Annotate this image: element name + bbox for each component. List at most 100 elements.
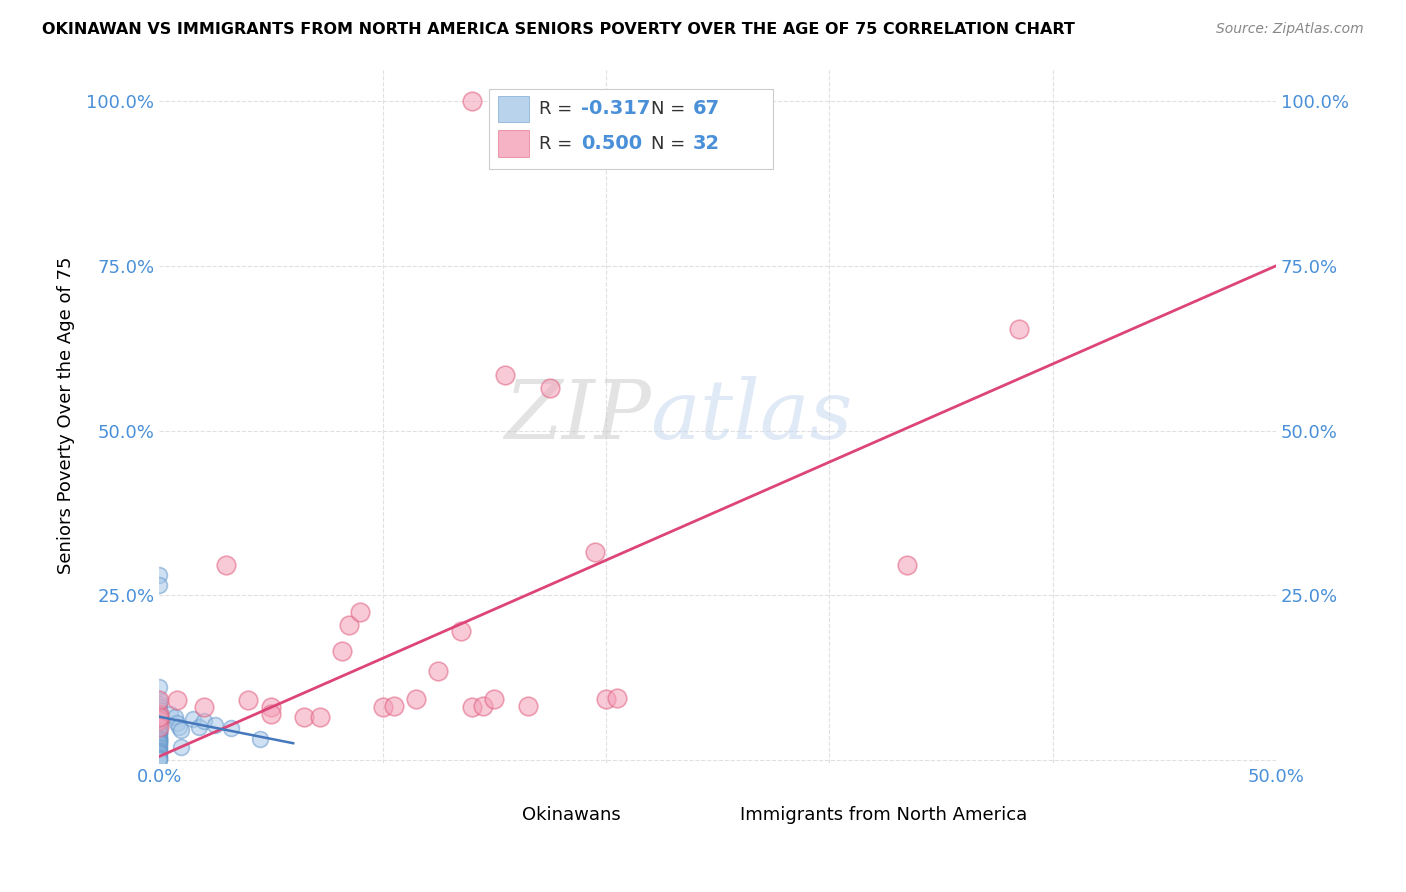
- Point: [148, 746, 170, 760]
- Point: [238, 693, 260, 707]
- Point: [148, 745, 170, 759]
- Point: [148, 716, 170, 731]
- Point: [148, 753, 170, 767]
- Point: [215, 558, 238, 573]
- Point: [148, 712, 170, 726]
- Point: [148, 720, 170, 734]
- Point: [193, 700, 215, 714]
- Point: [148, 710, 170, 724]
- Point: [494, 368, 516, 382]
- Point: [148, 720, 170, 734]
- Point: [148, 706, 170, 721]
- Text: Source: ZipAtlas.com: Source: ZipAtlas.com: [1216, 22, 1364, 37]
- Point: [148, 731, 170, 745]
- Point: [148, 752, 170, 766]
- Point: [148, 733, 170, 747]
- Point: [148, 718, 170, 732]
- Point: [382, 698, 405, 713]
- Point: [148, 716, 170, 731]
- Point: [148, 735, 170, 749]
- Text: -0.317: -0.317: [581, 99, 651, 119]
- Text: N =: N =: [651, 135, 690, 153]
- Point: [219, 721, 242, 735]
- Point: [148, 720, 170, 734]
- Point: [896, 558, 918, 573]
- Point: [148, 750, 170, 764]
- Text: ZIP: ZIP: [503, 376, 651, 456]
- Point: [1008, 321, 1031, 335]
- Point: [148, 744, 170, 758]
- Point: [148, 736, 170, 750]
- Y-axis label: Seniors Poverty Over the Age of 75: Seniors Poverty Over the Age of 75: [58, 257, 75, 574]
- Point: [595, 692, 617, 706]
- Point: [148, 693, 170, 707]
- Text: R =: R =: [538, 135, 578, 153]
- Point: [148, 726, 170, 740]
- Point: [148, 697, 170, 711]
- Text: R =: R =: [538, 100, 578, 118]
- Point: [148, 700, 170, 714]
- Point: [148, 743, 170, 757]
- Point: [148, 710, 170, 724]
- Point: [260, 700, 283, 714]
- Point: [148, 693, 170, 707]
- Point: [148, 733, 170, 747]
- Point: [461, 95, 484, 109]
- Point: [148, 710, 170, 724]
- Point: [148, 749, 170, 764]
- Point: [193, 714, 215, 729]
- FancyBboxPatch shape: [498, 95, 529, 122]
- Point: [148, 713, 170, 727]
- Point: [148, 703, 170, 717]
- Point: [148, 568, 170, 582]
- Point: [450, 624, 472, 639]
- Point: [148, 730, 170, 744]
- Point: [292, 710, 315, 724]
- Point: [163, 710, 186, 724]
- Point: [148, 723, 170, 738]
- Point: [309, 710, 332, 724]
- Point: [148, 706, 170, 721]
- Point: [148, 734, 170, 748]
- Point: [583, 545, 606, 559]
- Point: [349, 605, 371, 619]
- Text: 32: 32: [693, 134, 720, 153]
- Point: [371, 700, 394, 714]
- Point: [148, 721, 170, 735]
- Point: [181, 712, 204, 726]
- Point: [148, 714, 170, 729]
- Text: 67: 67: [693, 99, 720, 119]
- Point: [148, 718, 170, 732]
- Point: [330, 644, 353, 658]
- Point: [148, 726, 170, 740]
- Point: [148, 738, 170, 752]
- Point: [148, 747, 170, 762]
- Point: [148, 731, 170, 746]
- Point: [159, 706, 181, 721]
- Point: [337, 617, 360, 632]
- Text: OKINAWAN VS IMMIGRANTS FROM NORTH AMERICA SENIORS POVERTY OVER THE AGE OF 75 COR: OKINAWAN VS IMMIGRANTS FROM NORTH AMERIC…: [42, 22, 1076, 37]
- Text: atlas: atlas: [651, 376, 853, 456]
- FancyBboxPatch shape: [498, 130, 529, 157]
- Point: [166, 716, 188, 731]
- Point: [148, 710, 170, 724]
- Point: [148, 728, 170, 742]
- Point: [148, 713, 170, 727]
- Point: [148, 720, 170, 734]
- Point: [260, 706, 283, 721]
- Point: [204, 718, 226, 732]
- Point: [166, 693, 188, 707]
- Point: [167, 720, 190, 734]
- Point: [249, 731, 271, 746]
- FancyBboxPatch shape: [478, 805, 510, 825]
- Point: [482, 692, 505, 706]
- Point: [148, 732, 170, 747]
- Point: [148, 735, 170, 749]
- Point: [148, 723, 170, 737]
- Point: [472, 698, 495, 713]
- Point: [148, 680, 170, 694]
- Text: Immigrants from North America: Immigrants from North America: [740, 806, 1028, 824]
- Point: [516, 698, 538, 713]
- Point: [170, 739, 193, 754]
- Point: [461, 700, 484, 714]
